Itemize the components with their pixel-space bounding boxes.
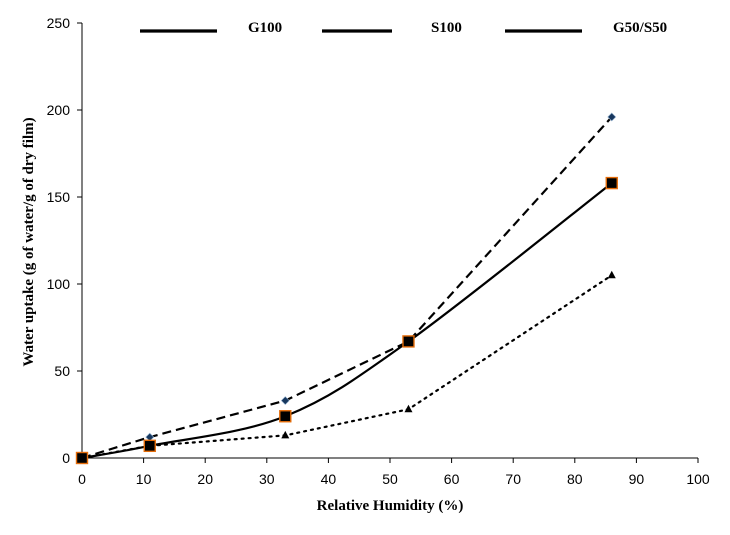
y-tick-label: 250 bbox=[47, 15, 71, 31]
legend-label-g50-s50: G50/S50 bbox=[613, 20, 667, 36]
x-tick-label: 90 bbox=[629, 471, 645, 487]
series-lines bbox=[80, 116, 613, 460]
data-point-g50-s50 bbox=[145, 441, 154, 449]
data-point-g100 bbox=[607, 112, 617, 122]
x-tick-label: 70 bbox=[505, 471, 521, 487]
series-line-g100 bbox=[81, 116, 613, 460]
y-tick-label: 0 bbox=[62, 450, 70, 466]
x-tick-label: 30 bbox=[259, 471, 275, 487]
data-point-g50-s50 bbox=[404, 404, 413, 413]
x-tick-label: 50 bbox=[382, 471, 398, 487]
series-markers bbox=[75, 112, 618, 465]
y-tick-label: 50 bbox=[54, 363, 70, 379]
x-tick-label: 100 bbox=[686, 471, 710, 487]
y-axis-title: Water uptake (g of water/g of dry film) bbox=[21, 117, 37, 366]
data-point-s100 bbox=[402, 335, 415, 348]
legend: G100 S100 G50/S50 bbox=[140, 20, 667, 36]
data-point-s100 bbox=[279, 410, 292, 423]
series-line-s100 bbox=[81, 182, 613, 460]
y-tick-label: 200 bbox=[47, 102, 71, 118]
x-tick-label: 0 bbox=[78, 471, 86, 487]
y-tick-label: 150 bbox=[47, 189, 71, 205]
x-axis-title: Relative Humidity (%) bbox=[317, 498, 464, 514]
axes bbox=[81, 23, 698, 459]
x-tick-label: 20 bbox=[197, 471, 213, 487]
series-line-g50-s50 bbox=[80, 274, 613, 460]
y-tick-label: 100 bbox=[47, 276, 71, 292]
x-tick-label: 60 bbox=[444, 471, 460, 487]
data-point-g50-s50 bbox=[78, 453, 86, 461]
data-point-g50-s50 bbox=[281, 430, 290, 439]
axis-ticks: 0 10 20 30 40 50 60 70 80 90 100 0 50 100 150 200 250 bbox=[47, 15, 710, 487]
data-point-g50-s50 bbox=[607, 270, 616, 279]
legend-label-g100: G100 bbox=[248, 20, 282, 36]
data-point-s100 bbox=[605, 176, 618, 190]
x-tick-label: 80 bbox=[567, 471, 583, 487]
legend-label-s100: S100 bbox=[431, 20, 462, 36]
x-tick-label: 10 bbox=[136, 471, 152, 487]
data-point-g100 bbox=[280, 396, 290, 406]
x-tick-label: 40 bbox=[321, 471, 337, 487]
